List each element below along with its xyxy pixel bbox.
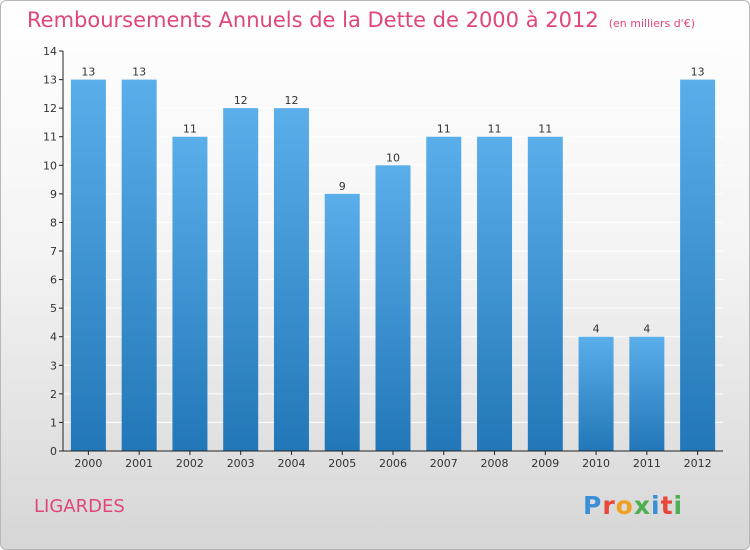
bar — [324, 193, 360, 451]
y-tick-label: 0 — [50, 445, 57, 458]
logo-letter: r — [602, 491, 616, 520]
bar-value-label: 13 — [132, 66, 146, 79]
logo-letter: P — [583, 491, 603, 520]
chart-title: Remboursements Annuels de la Dette de 20… — [27, 8, 695, 32]
y-tick-label: 9 — [50, 188, 57, 201]
bar-value-label: 12 — [284, 94, 298, 107]
x-tick-label: 2000 — [74, 457, 102, 470]
x-tick-label: 2011 — [633, 457, 661, 470]
y-tick-label: 1 — [50, 416, 57, 429]
x-tick-label: 2007 — [430, 457, 458, 470]
bar — [273, 108, 309, 452]
logo-letter: t — [660, 491, 674, 520]
y-tick-label: 5 — [50, 302, 57, 315]
x-tick-label: 2008 — [481, 457, 509, 470]
value-labels: 13 13 11 12 12 9 10 11 11 11 4 4 13 — [81, 66, 704, 336]
bar-value-label: 13 — [81, 66, 95, 79]
bar — [70, 79, 106, 452]
chart-unit: (en milliers d'€) — [608, 17, 695, 30]
x-tick-label: 2012 — [684, 457, 712, 470]
logo-letter: o — [615, 491, 634, 520]
bar-value-label: 4 — [593, 323, 600, 336]
bar — [629, 336, 665, 451]
y-tick-label: 7 — [50, 245, 57, 258]
x-tick-label: 2005 — [328, 457, 356, 470]
bar — [375, 165, 411, 452]
logo-letter: x — [633, 491, 651, 520]
bar-value-label: 9 — [339, 180, 346, 193]
y-tick-label: 14 — [43, 45, 57, 58]
y-tick-label: 8 — [50, 216, 57, 229]
bar-value-label: 11 — [437, 123, 451, 136]
logo-letter: i — [673, 491, 684, 520]
bar — [680, 79, 716, 452]
x-tick-label: 2004 — [277, 457, 305, 470]
bar-value-label: 10 — [386, 151, 400, 164]
y-tick-label: 12 — [43, 102, 57, 115]
x-tick-label: 2009 — [531, 457, 559, 470]
bar-value-label: 11 — [538, 123, 552, 136]
bar — [121, 79, 157, 452]
x-tick-label: 2001 — [125, 457, 153, 470]
y-tick-label: 6 — [50, 274, 57, 287]
y-tick-label: 2 — [50, 388, 57, 401]
x-tick-label: 2006 — [379, 457, 407, 470]
y-tick-label: 3 — [50, 359, 57, 372]
bar — [527, 136, 563, 451]
chart-title-main: Remboursements Annuels de la Dette de 20… — [27, 8, 599, 32]
bar-value-label: 13 — [691, 66, 705, 79]
bar-value-label: 12 — [234, 94, 248, 107]
logo-letter: i — [651, 491, 661, 520]
y-tick-label: 4 — [50, 331, 57, 344]
x-tick-label: 2002 — [176, 457, 204, 470]
y-tick-label: 10 — [43, 159, 57, 172]
bar — [223, 108, 259, 452]
x-tick-label: 2010 — [582, 457, 610, 470]
bar-value-label: 11 — [488, 123, 502, 136]
x-tick-label: 2003 — [227, 457, 255, 470]
proxiti-logo: Proxiti — [583, 491, 683, 520]
bar — [578, 336, 614, 451]
bar — [172, 136, 208, 451]
bar — [426, 136, 462, 451]
bar — [477, 136, 513, 451]
y-tick-label: 13 — [43, 74, 57, 87]
y-tick-label: 11 — [43, 131, 57, 144]
bar-value-label: 11 — [183, 123, 197, 136]
commune-name: LIGARDES — [34, 496, 125, 517]
bar-value-label: 4 — [643, 323, 650, 336]
bars — [70, 79, 716, 452]
